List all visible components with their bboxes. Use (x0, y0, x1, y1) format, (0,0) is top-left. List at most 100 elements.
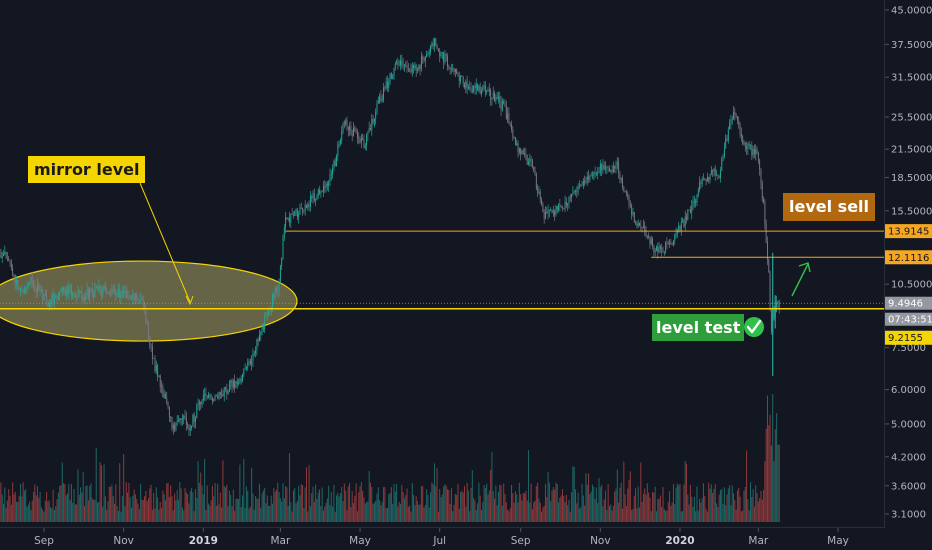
candle-body (550, 209, 552, 211)
candle-body (522, 150, 524, 154)
volume-bar (692, 506, 694, 522)
candle-body (187, 424, 189, 426)
volume-bar (87, 500, 89, 522)
candle-body (731, 119, 733, 121)
candle-body (227, 391, 229, 394)
x-tick-label: May (349, 535, 371, 547)
candles (0, 37, 780, 436)
volume-bar (73, 489, 75, 522)
volume-bar (514, 491, 516, 522)
volume-bar (138, 509, 140, 522)
volume-bar (682, 511, 684, 522)
volume-bar (722, 503, 724, 522)
volume-bar (63, 482, 65, 522)
candle-body (158, 375, 160, 377)
candle-body (212, 398, 213, 402)
candle-body (174, 424, 176, 430)
volume-bar (333, 484, 335, 522)
candle-body (633, 212, 635, 223)
candle-body (678, 225, 680, 230)
volume-bar (683, 484, 685, 522)
candle-body (516, 143, 518, 145)
candle-body (343, 123, 345, 125)
volume-bar (155, 487, 157, 522)
candle-body (657, 246, 659, 253)
candle-body (324, 186, 326, 188)
volume-bar (441, 494, 443, 522)
candle-body (217, 395, 219, 399)
volume-bar (48, 500, 50, 522)
candle-body (184, 415, 186, 419)
candle-body (531, 160, 533, 167)
volume-bar (283, 498, 285, 522)
volume-bar (1, 494, 3, 522)
candle-body (739, 124, 741, 134)
volume-bar (231, 506, 233, 522)
candle-body (168, 407, 170, 417)
candle-body (471, 90, 473, 92)
volume-bar (565, 494, 567, 522)
candle-body (201, 400, 203, 405)
candle-body (326, 183, 328, 186)
volume-bar (718, 494, 720, 522)
level-sell-box[interactable] (783, 193, 875, 221)
candle-body (406, 65, 408, 68)
volume-bar (287, 506, 289, 522)
candle-body (581, 185, 583, 187)
candle-body (733, 111, 734, 120)
volume-bar (188, 503, 190, 522)
mirror-level-box[interactable] (28, 156, 145, 183)
candle-body (748, 143, 750, 146)
volume-bar (119, 463, 121, 522)
candle-body (383, 87, 384, 100)
candle-body (78, 289, 80, 293)
candle-body (734, 111, 736, 115)
candle-body (505, 106, 507, 120)
volume-bar (23, 490, 25, 522)
candle-body (321, 191, 323, 192)
volume-bar (311, 492, 313, 522)
volume-bar (470, 487, 472, 522)
volume-bar (709, 488, 711, 522)
volume-bar (561, 489, 563, 522)
candle-body (729, 122, 731, 130)
candle-body (387, 81, 388, 88)
volume-bar (371, 486, 373, 522)
candle-body (178, 420, 179, 422)
annotations[interactable]: mirror level level sell level test (28, 156, 875, 341)
volume-bar (115, 484, 117, 522)
x-axis[interactable]: Sep Nov 2019 Mar May Jul Sep Nov 2020 Mar May (34, 528, 849, 547)
candle-body (283, 227, 285, 237)
y-axis[interactable]: 45.0000 37.5000 31.5000 25.5000 21.5000 18.50… (885, 6, 932, 521)
volume-bar (299, 495, 301, 522)
volume-bar (463, 485, 466, 522)
candle-body (620, 177, 622, 180)
volume-bar (171, 496, 173, 522)
candle-body (624, 191, 626, 193)
volume-bar (26, 506, 28, 522)
volume-bar (285, 486, 287, 522)
level-sell-label: level sell (789, 197, 869, 216)
volume-bar (383, 487, 385, 522)
volume-bar (294, 488, 296, 522)
candle-body (539, 191, 541, 200)
y-tick-label: 6.0000 (891, 385, 926, 396)
x-tick-label: 2019 (189, 535, 218, 547)
volume-bar (329, 505, 331, 522)
volume-bar (191, 488, 193, 522)
candle-body (580, 185, 582, 187)
volume-bar (411, 483, 413, 522)
volume-bar (574, 489, 577, 522)
horizontal-levels[interactable] (0, 230, 884, 310)
candle-body (351, 134, 353, 136)
level-test-box[interactable] (652, 314, 744, 341)
candle-body (632, 212, 634, 215)
volume-bar (30, 509, 32, 522)
volume-bar (420, 486, 422, 522)
candle-body (40, 289, 42, 291)
countdown-tag-bg (885, 312, 932, 326)
volume-bar (535, 486, 537, 522)
candle-body (231, 380, 233, 388)
candle-body (107, 291, 109, 293)
